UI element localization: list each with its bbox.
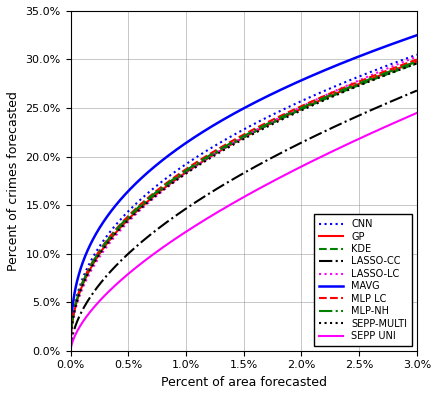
MLP-NH (208, 152, 213, 157)
Line: LASSO-LC: LASSO-LC (71, 57, 417, 351)
LASSO-LC (344, 83, 350, 88)
Line: SEPP UNI: SEPP UNI (71, 113, 417, 351)
GP (208, 154, 213, 159)
SEPP-MULTI (306, 105, 311, 110)
MLP LC (338, 87, 343, 91)
LASSO-CC (338, 122, 343, 126)
SEPP UNI (306, 161, 311, 166)
MAVG (414, 33, 420, 38)
Legend: CNN, GP, KDE, LASSO-CC, LASSO-LC, MAVG, MLP LC, MLP-NH, SEPP-MULTI, SEPP UNI: CNN, GP, KDE, LASSO-CC, LASSO-LC, MAVG, … (314, 214, 412, 346)
Line: LASSO-CC: LASSO-CC (71, 91, 417, 351)
SEPP-MULTI (414, 61, 420, 66)
CNN (344, 79, 350, 84)
MLP-NH (68, 348, 73, 353)
X-axis label: Percent of area forecasted: Percent of area forecasted (161, 376, 327, 389)
LASSO-CC (220, 183, 226, 187)
MAVG (68, 348, 73, 353)
SEPP UNI (68, 348, 73, 353)
LASSO-LC (103, 246, 109, 250)
Line: MLP LC: MLP LC (71, 59, 417, 351)
KDE (208, 154, 213, 158)
MAVG (338, 61, 343, 66)
MAVG (208, 125, 213, 129)
MLP LC (208, 151, 213, 156)
MLP-NH (103, 240, 109, 245)
CNN (414, 52, 420, 57)
LASSO-CC (306, 137, 311, 141)
LASSO-LC (208, 154, 213, 159)
LASSO-CC (103, 274, 109, 279)
KDE (68, 348, 73, 353)
GP (103, 242, 109, 247)
Line: CNN: CNN (71, 55, 417, 351)
KDE (414, 61, 420, 66)
Line: MAVG: MAVG (71, 35, 417, 351)
LASSO-CC (208, 190, 213, 195)
KDE (338, 90, 343, 95)
SEPP-MULTI (208, 156, 213, 160)
SEPP UNI (208, 214, 213, 219)
LASSO-CC (68, 348, 73, 353)
SEPP UNI (103, 292, 109, 297)
LASSO-CC (414, 88, 420, 93)
CNN (208, 146, 213, 151)
Y-axis label: Percent of crimes forecasted: Percent of crimes forecasted (7, 91, 20, 271)
SEPP UNI (220, 206, 226, 211)
MAVG (344, 59, 350, 63)
MLP-NH (220, 145, 226, 150)
SEPP UNI (338, 145, 343, 150)
SEPP-MULTI (103, 243, 109, 248)
KDE (103, 241, 109, 246)
GP (220, 147, 226, 151)
LASSO-LC (338, 86, 343, 91)
CNN (103, 235, 109, 240)
GP (68, 348, 73, 353)
Line: GP: GP (71, 61, 417, 351)
SEPP-MULTI (68, 348, 73, 353)
MLP LC (414, 57, 420, 62)
GP (338, 89, 343, 94)
GP (344, 86, 350, 91)
MLP LC (220, 144, 226, 148)
LASSO-LC (220, 147, 226, 151)
MAVG (220, 117, 226, 122)
CNN (306, 95, 311, 100)
SEPP-MULTI (338, 91, 343, 95)
MLP LC (344, 84, 350, 89)
KDE (220, 147, 226, 151)
MLP-NH (306, 102, 311, 107)
LASSO-LC (414, 54, 420, 59)
LASSO-LC (306, 101, 311, 106)
CNN (220, 139, 226, 143)
SEPP-MULTI (344, 88, 350, 93)
SEPP UNI (344, 142, 350, 147)
SEPP-MULTI (220, 148, 226, 153)
GP (306, 103, 311, 108)
Line: KDE: KDE (71, 63, 417, 351)
LASSO-LC (68, 348, 73, 353)
MLP LC (103, 239, 109, 244)
Line: SEPP-MULTI: SEPP-MULTI (71, 63, 417, 351)
KDE (344, 88, 350, 92)
MLP-NH (344, 86, 350, 91)
Line: MLP-NH: MLP-NH (71, 61, 417, 351)
CNN (338, 82, 343, 86)
SEPP UNI (414, 110, 420, 115)
GP (414, 59, 420, 64)
MAVG (306, 75, 311, 80)
MAVG (103, 216, 109, 221)
MLP LC (306, 101, 311, 105)
LASSO-CC (344, 118, 350, 123)
KDE (306, 104, 311, 109)
MLP-NH (338, 88, 343, 93)
MLP LC (68, 348, 73, 353)
CNN (68, 348, 73, 353)
MLP-NH (414, 59, 420, 64)
